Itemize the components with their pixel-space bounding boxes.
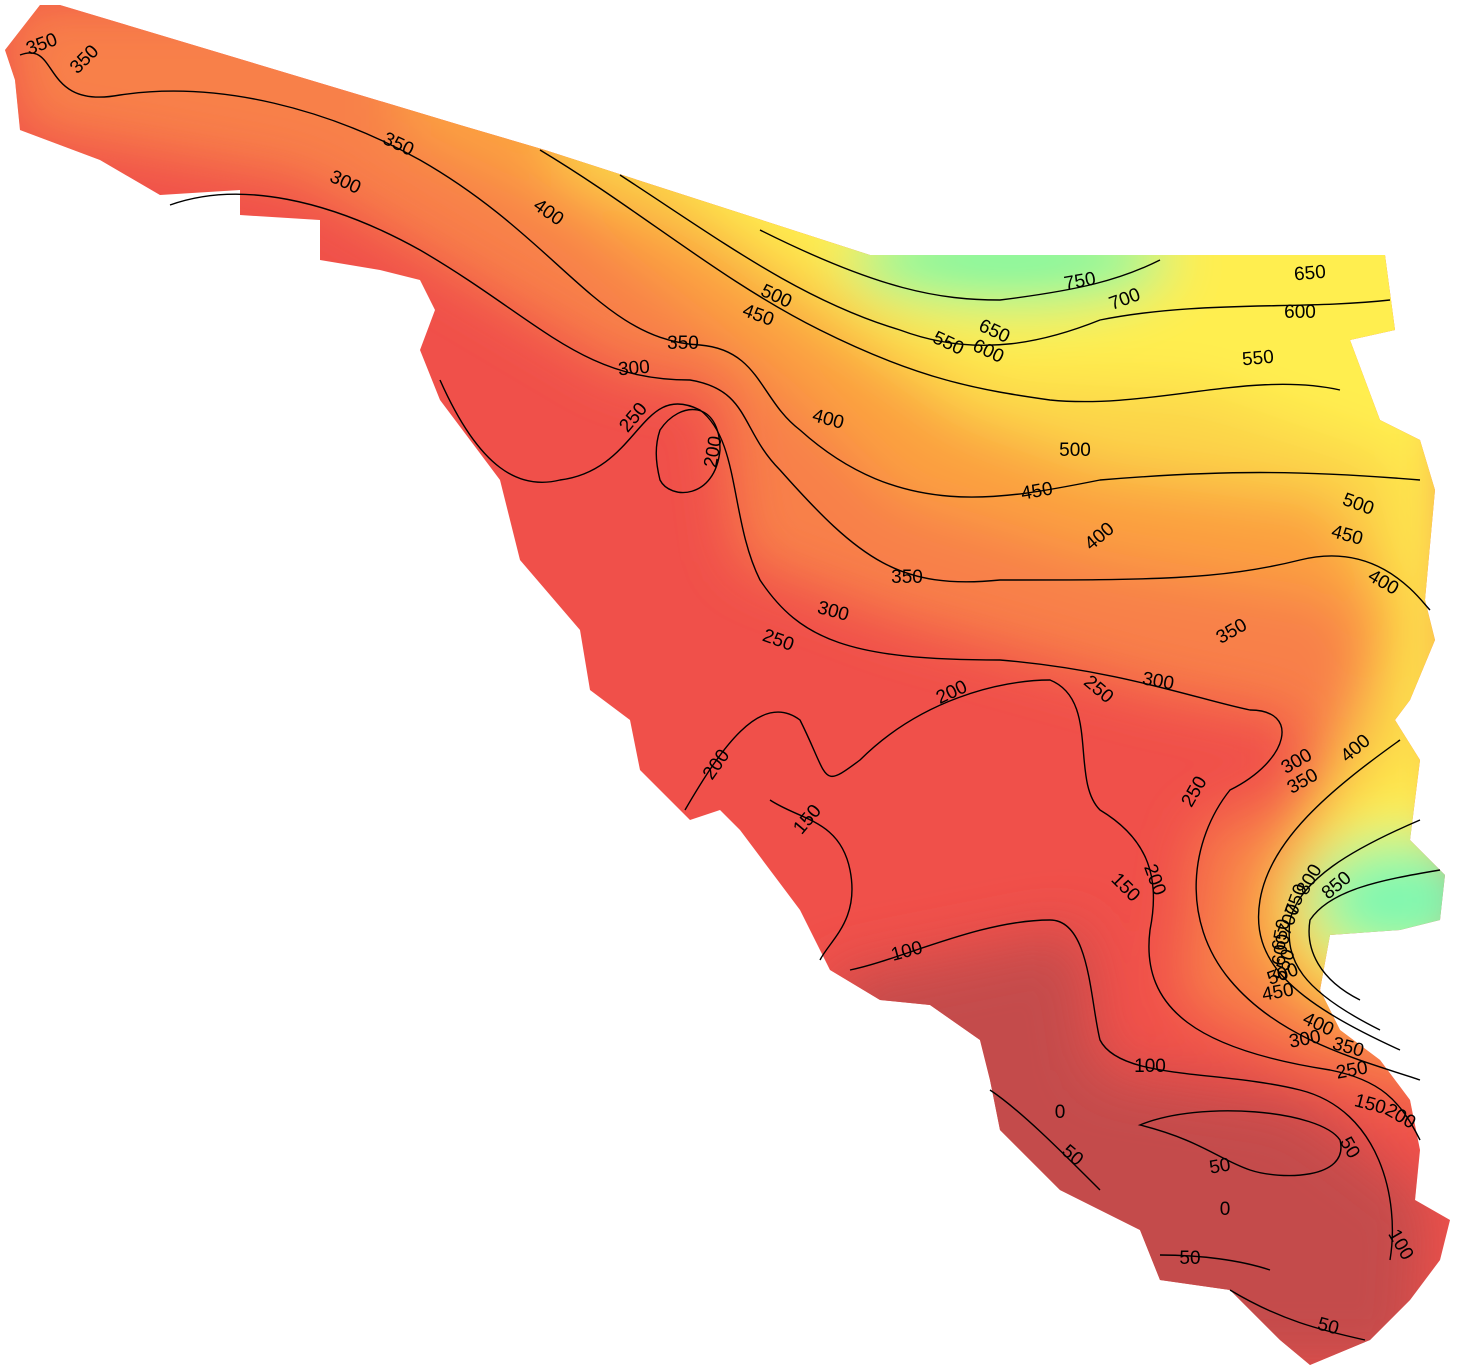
contour-label: 300 <box>617 357 650 381</box>
contour-label: 50 <box>1208 1154 1232 1178</box>
contour-label: 500 <box>1059 440 1091 461</box>
contour-label: 0 <box>1055 1102 1066 1123</box>
contour-label: 0 <box>1220 1199 1231 1220</box>
contour-label: 100 <box>1134 1056 1166 1077</box>
contour-label: 650 <box>1293 262 1326 286</box>
contour-label: 550 <box>1241 347 1274 371</box>
contour-label: 350 <box>891 567 923 588</box>
contour-label: 50 <box>1179 1248 1200 1269</box>
contour-label: 350 <box>667 333 699 354</box>
contour-lines <box>19 52 1441 1341</box>
contour-label: 600 <box>1284 302 1316 323</box>
